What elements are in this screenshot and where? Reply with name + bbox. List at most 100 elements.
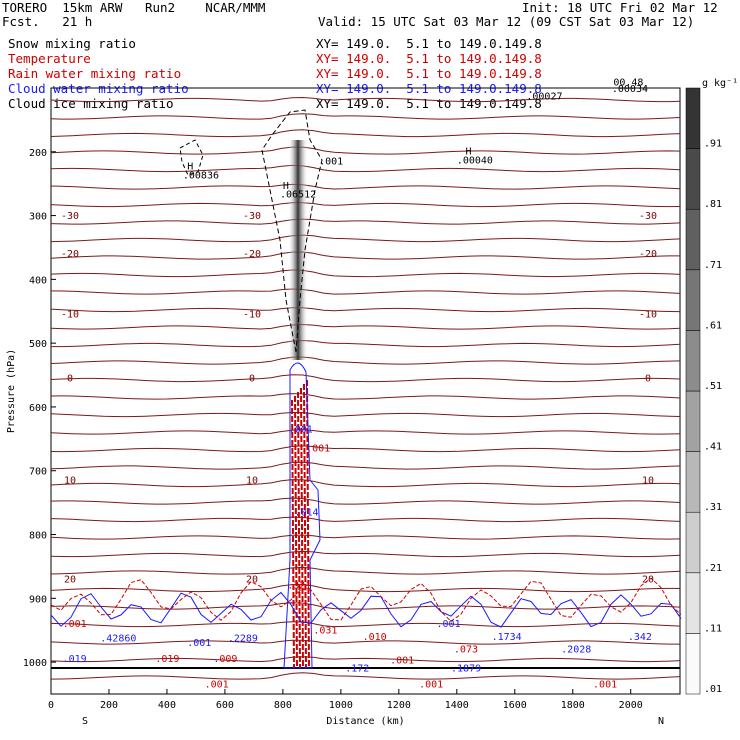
contour-label: .00836 (183, 171, 219, 182)
contour-label: .001 (419, 680, 443, 691)
rain-column-line (303, 383, 307, 669)
colorbar: .01 .11 .21 .31 .41 .51 .61 .71 .81 .91 g kg⁻¹ (685, 78, 738, 695)
init-time: Init: 18 UTC Fri 02 Mar 12 (522, 0, 718, 15)
colorbar-tick: .71 (704, 260, 722, 271)
plot-frame (50, 87, 681, 695)
contour-label: .001 (390, 655, 414, 666)
colorbar-tick: .01 (704, 684, 722, 695)
isentrope-line (50, 656, 681, 663)
x-axis-label: Distance (km) (326, 716, 404, 727)
isentrope-line (50, 288, 681, 295)
end-label-north: N (658, 716, 664, 727)
isentrope-line (50, 96, 681, 103)
contour-label: H (187, 162, 193, 173)
y-tick-label: 300 (29, 212, 47, 223)
isentrope-line (50, 393, 681, 400)
x-tick-label: 1200 (387, 700, 411, 711)
x-tick-label: 400 (158, 700, 176, 711)
isotherm-label-left: 20 (64, 574, 76, 585)
isotherm-label-right: 20 (642, 574, 654, 585)
contour-label: .00034 (612, 84, 648, 95)
contour-label: H (283, 181, 289, 192)
contour-label: .001 (289, 424, 313, 435)
isentrope-line (50, 183, 681, 190)
y-tick-label: 200 (29, 148, 47, 159)
colorbar-segment (685, 572, 701, 634)
isotherm-label-right: -30 (639, 211, 657, 222)
hydrometeor-features (50, 109, 682, 669)
colorbar-segment (685, 511, 701, 574)
colorbar-segment (685, 451, 701, 513)
rain-column-line (306, 379, 310, 669)
isotherm-label-right: -10 (639, 310, 657, 321)
isotherm-label-left: -10 (61, 310, 79, 321)
x-tick-label: 1000 (329, 700, 353, 711)
field-temp-xy: XY= 149.0. 5.1 to 149.0.149.8 (316, 51, 542, 66)
isentrope-line (50, 202, 681, 208)
isentrope-line (50, 445, 681, 453)
isentrope-line (50, 218, 681, 225)
bl-rain-contour (50, 577, 682, 622)
isotherm-label-left: 10 (64, 475, 76, 486)
contour-label: .001 (593, 680, 617, 691)
contour-label: .321 (287, 581, 311, 592)
colorbar-segment (685, 269, 701, 331)
colorbar-tick: .41 (704, 442, 722, 453)
isotherm-label-mid: -20 (243, 249, 261, 260)
model-title: TORERO 15km ARW Run2 NCAR/MMM (2, 0, 266, 15)
isentrope-line (50, 374, 681, 383)
contour-label: .1879 (451, 664, 481, 675)
plot-border (50, 87, 681, 695)
rain-column-line (294, 395, 298, 669)
contour-label: .019 (155, 654, 179, 665)
contour-label: .172 (345, 664, 369, 675)
contour-label: .001 (306, 444, 330, 455)
contour-label: 00.48 (613, 77, 643, 88)
contour-label: .010 (363, 632, 387, 643)
contour-label: .00040 (457, 155, 493, 166)
colorbar-tick: .61 (704, 320, 722, 331)
contour-label: H (466, 146, 472, 157)
end-label-south: S (82, 716, 88, 727)
isotherm-label-right: 10 (642, 475, 654, 486)
field-snow-label: Snow mixing ratio (8, 36, 136, 51)
contour-label: .342 (628, 632, 652, 643)
x-tick-label: 600 (216, 700, 234, 711)
field-snow-xy: XY= 149.0. 5.1 to 149.0.149.8 (316, 36, 542, 51)
contour-label: .2028 (561, 645, 591, 656)
isentrope-line (50, 497, 681, 505)
colorbar-segment (685, 330, 701, 392)
temperature-isotherms: -30 -30 -30 -20 -20 -20 -10 -10 -10 0 0 0 10 10 10 20 20… (50, 96, 681, 680)
isotherm-label-mid: 20 (246, 574, 258, 585)
rain-column-line (297, 391, 301, 669)
contour-label: .031 (313, 625, 337, 636)
isotherm-label-right: -20 (639, 249, 657, 260)
isentrope-line (50, 550, 681, 558)
contour-label: .001 (63, 619, 87, 630)
colorbar-tick: .91 (704, 139, 722, 150)
isentrope-line (50, 639, 680, 645)
y-tick-label: 1000 (23, 658, 47, 669)
colorbar-tick: .51 (704, 381, 722, 392)
contour-label: .1734 (492, 632, 522, 643)
x-tick-label: 0 (48, 700, 54, 711)
isentrope-line (50, 251, 680, 260)
y-tick-label: 700 (29, 467, 47, 478)
contour-labels: H.00836H.06512.001H.00040.00027.0003400.… (63, 77, 652, 690)
field-rain-label: Rain water mixing ratio (8, 66, 182, 81)
isotherm-label-left: -30 (61, 211, 79, 222)
isentrope-line (50, 602, 681, 610)
isentrope-line (50, 323, 681, 330)
isentrope-line (50, 479, 681, 488)
x-tick-label: 200 (100, 700, 118, 711)
contour-label: .06512 (280, 190, 316, 201)
contour-label: .42860 (100, 634, 136, 645)
contour-label: .001 (319, 157, 343, 168)
snow-contour-small (179, 139, 204, 176)
isentrope-line (50, 461, 681, 470)
colorbar-segment (685, 208, 701, 271)
snow-contour (261, 109, 323, 353)
contour-label: .019 (63, 654, 87, 665)
forecast-hour: Fcst. 21 h (2, 14, 93, 29)
isentrope-line (51, 339, 681, 348)
